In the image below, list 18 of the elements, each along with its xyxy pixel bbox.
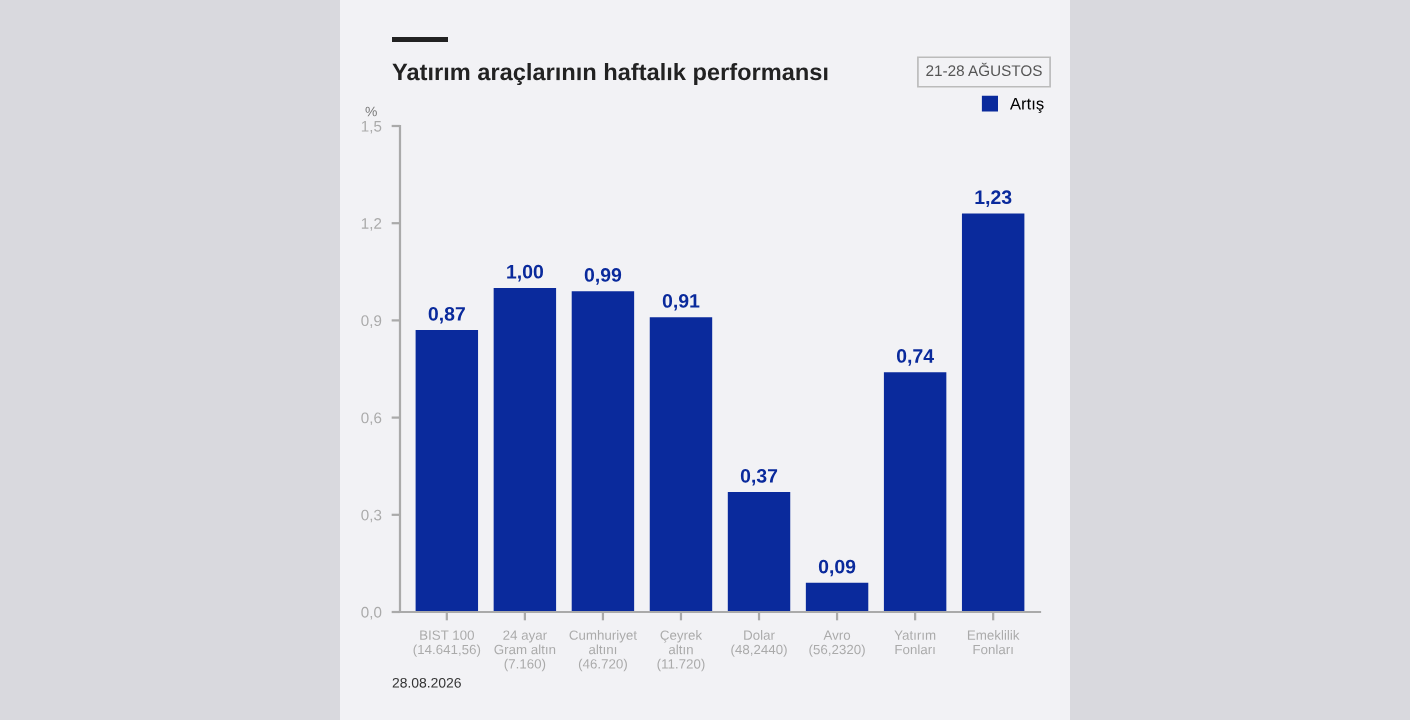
data-label: 1,23: [975, 190, 1012, 207]
chart-title: Yatırım araçlarının haftalık performansı: [392, 63, 828, 85]
bar: [883, 372, 947, 612]
bar: [571, 291, 635, 612]
bar: [493, 288, 557, 612]
bar: [805, 582, 869, 612]
bar: [415, 330, 479, 612]
data-label: 0,99: [584, 268, 622, 285]
data-label: 0,87: [428, 306, 465, 324]
data-label: 0,09: [818, 559, 856, 577]
data-label: 0,74: [896, 349, 934, 366]
bar: [649, 317, 713, 612]
bar: [727, 492, 791, 612]
legend-label: Artış: [1009, 97, 1044, 113]
data-label: 0,91: [662, 293, 700, 311]
data-label: 1,00: [507, 264, 544, 282]
bar: [961, 213, 1025, 612]
data-label: 0,37: [740, 468, 778, 486]
